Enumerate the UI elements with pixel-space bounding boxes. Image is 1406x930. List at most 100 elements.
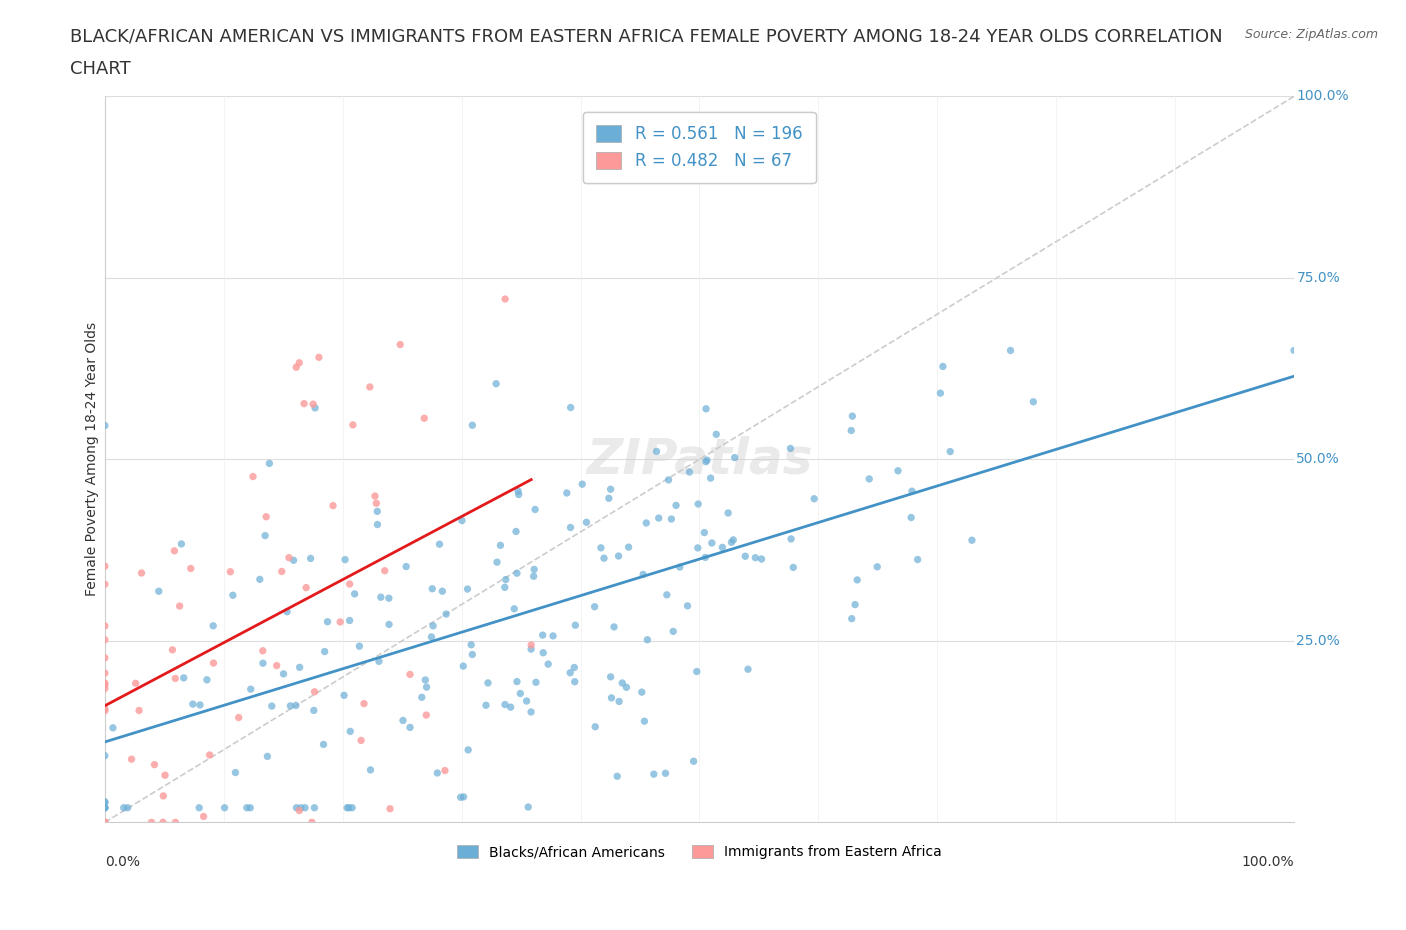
Point (451, 513, 474, 528)
Point (94, 650, 117, 665)
Point (304, 801, 326, 816)
Point (457, 581, 479, 596)
Point (695, 454, 717, 469)
Point (485, 377, 508, 392)
Point (301, 815, 323, 830)
Point (280, 698, 302, 713)
Text: 100.0%: 100.0% (1241, 855, 1294, 869)
Point (560, 400, 582, 415)
Point (571, 477, 593, 492)
Point (520, 642, 543, 657)
Point (193, 809, 215, 824)
Point (343, 587, 366, 602)
Point (744, 551, 766, 565)
Point (101, 721, 124, 736)
Point (173, 671, 195, 685)
Point (900, 511, 922, 525)
Point (612, 675, 634, 690)
Point (392, 713, 415, 728)
Point (353, 697, 375, 711)
Point (422, 618, 444, 633)
Point (841, 408, 863, 423)
Point (564, 674, 586, 689)
Point (524, 675, 547, 690)
Point (494, 580, 516, 595)
Point (141, 815, 163, 830)
Point (907, 552, 929, 567)
Point (252, 644, 274, 658)
Point (711, 540, 734, 555)
Point (734, 549, 756, 564)
Point (531, 628, 554, 643)
Point (451, 658, 474, 673)
Point (94, 815, 117, 830)
Point (844, 597, 866, 612)
Point (368, 654, 391, 669)
Point (648, 511, 671, 525)
Point (524, 502, 547, 517)
Text: 100.0%: 100.0% (1296, 89, 1348, 103)
Point (153, 768, 176, 783)
Point (259, 456, 281, 471)
Point (506, 674, 529, 689)
Point (415, 672, 437, 687)
Point (645, 444, 668, 458)
Point (294, 801, 316, 816)
Point (94, 632, 117, 647)
Point (94, 666, 117, 681)
Point (509, 686, 531, 701)
Point (696, 453, 718, 468)
Point (599, 670, 621, 684)
Legend: R = 0.561   N = 196, R = 0.482   N = 67: R = 0.561 N = 196, R = 0.482 N = 67 (583, 112, 815, 183)
Point (486, 554, 509, 569)
Point (607, 694, 630, 709)
Point (389, 337, 412, 352)
Point (939, 445, 962, 459)
Point (278, 551, 301, 565)
Point (370, 590, 392, 604)
Point (254, 528, 277, 543)
Point (165, 671, 187, 686)
Point (180, 561, 202, 576)
Point (94, 795, 117, 810)
Point (94, 681, 117, 696)
Text: 25.0%: 25.0% (1296, 634, 1340, 648)
Point (560, 520, 582, 535)
Point (520, 705, 543, 720)
Point (314, 644, 336, 659)
Point (256, 749, 278, 764)
Point (433, 764, 456, 778)
Point (288, 804, 311, 818)
Point (600, 690, 623, 705)
Point (152, 815, 174, 830)
Point (506, 484, 529, 498)
Point (411, 690, 433, 705)
Point (593, 551, 616, 565)
Point (366, 517, 388, 532)
Point (292, 396, 315, 411)
Point (658, 472, 681, 487)
Point (94, 577, 117, 591)
Point (121, 751, 143, 766)
Point (489, 538, 512, 552)
Point (505, 524, 527, 538)
Point (202, 618, 225, 633)
Point (170, 537, 193, 551)
Point (724, 450, 747, 465)
Point (349, 639, 371, 654)
Point (322, 498, 344, 513)
Point (668, 560, 690, 575)
Point (378, 617, 401, 631)
Point (273, 667, 295, 682)
Point (252, 656, 274, 671)
Point (94, 701, 117, 716)
Point (359, 379, 381, 394)
Point (399, 720, 422, 735)
Point (461, 647, 484, 662)
Point (858, 472, 880, 486)
Point (661, 512, 683, 526)
Point (688, 497, 710, 512)
Point (616, 680, 638, 695)
Point (333, 552, 356, 567)
Point (606, 769, 628, 784)
